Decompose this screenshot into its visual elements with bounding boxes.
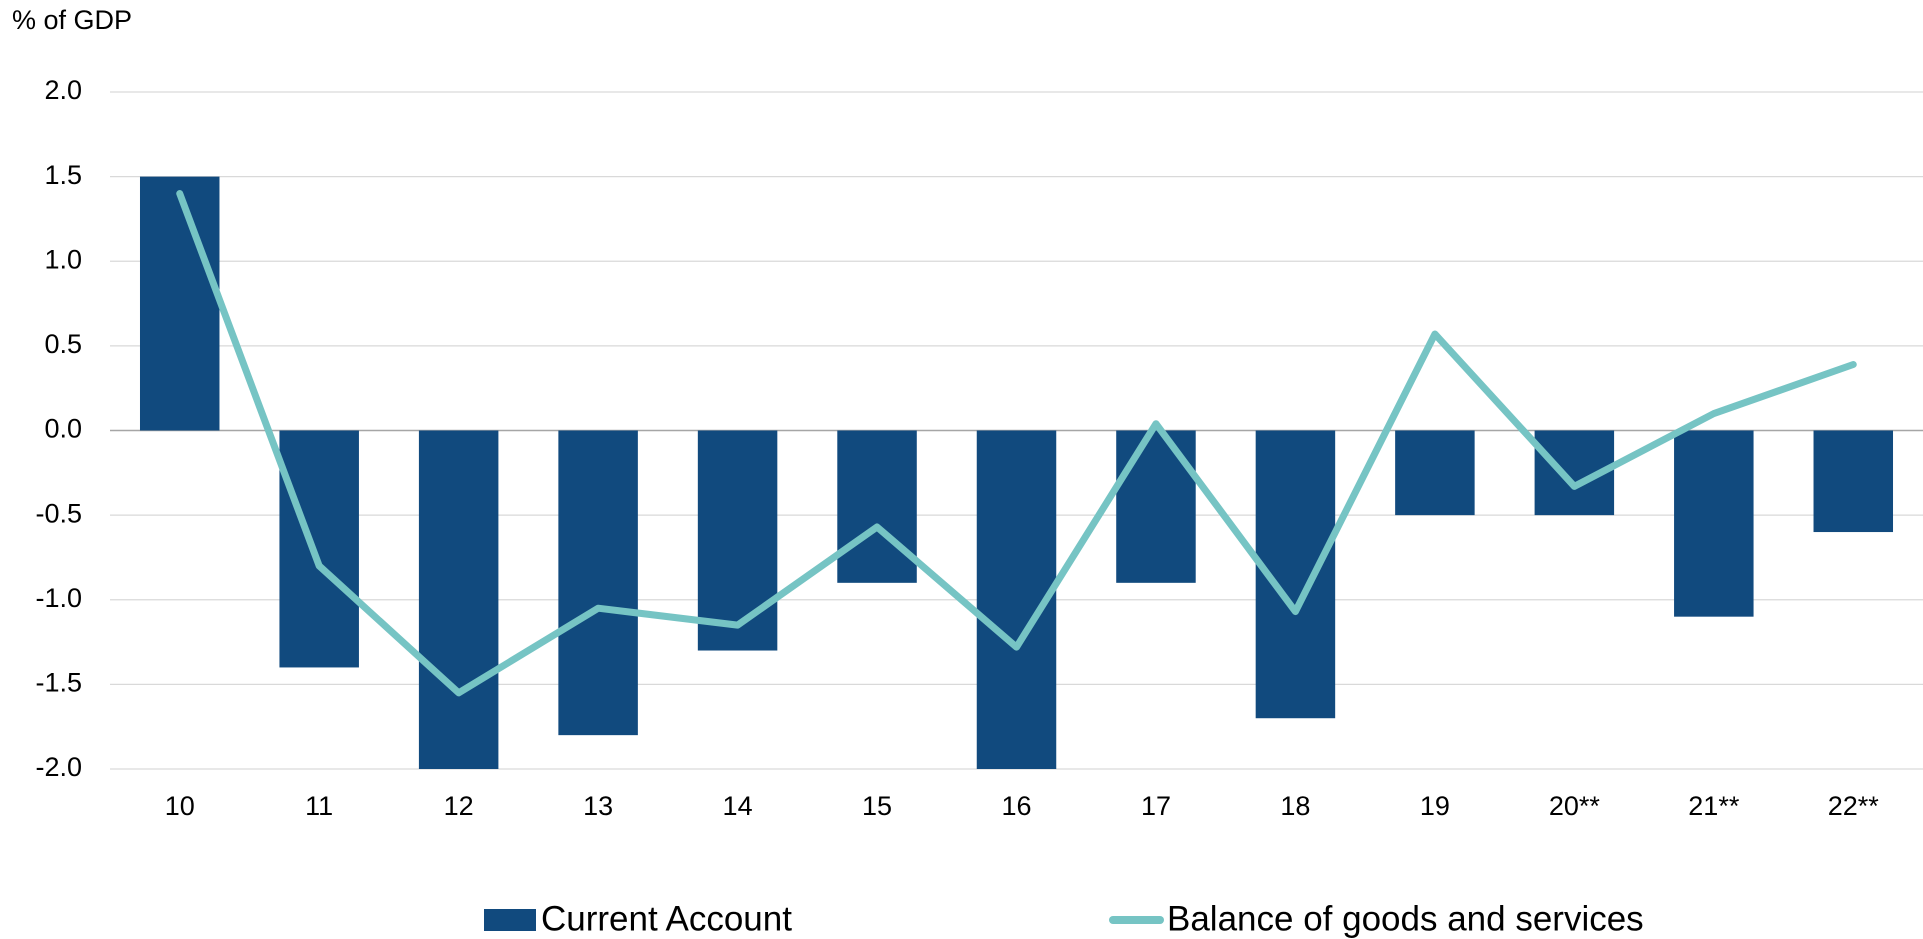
bar [139,176,220,431]
x-tick-label: 16 [1001,791,1031,821]
x-tick-label: 20** [1549,791,1601,821]
bar [837,430,917,583]
x-tick-label: 11 [305,791,333,821]
y-axis-label: % of GDP [12,5,132,35]
y-tick-label: -2.0 [35,752,82,782]
bar [558,430,638,736]
x-tick-label: 17 [1141,791,1171,821]
x-tick-label: 14 [723,791,753,821]
y-tick-label: -1.5 [35,668,82,698]
x-tick-label: 22** [1828,791,1880,821]
x-tick-label: 19 [1420,791,1450,821]
x-tick-label: 21** [1688,791,1740,821]
bar [1813,430,1894,533]
x-tick-label: 18 [1280,791,1310,821]
bar [1395,430,1475,516]
x-tick-label: 12 [444,791,474,821]
y-tick-label: -1.0 [35,583,82,613]
bar [697,430,778,651]
line [176,190,1857,697]
bar [418,430,499,769]
x-tick-label: 13 [583,791,613,821]
y-tick-label: 1.5 [44,160,82,190]
y-tick-label: 2.0 [44,75,82,105]
y-tick-label: -0.5 [35,498,82,528]
x-tick-label: 15 [862,791,892,821]
legend-label: Balance of goods and services [1167,899,1644,938]
legend-swatch [484,909,536,931]
x-tick-label: 10 [165,791,195,821]
y-tick-label: 1.0 [44,244,82,274]
legend-label: Current Account [541,899,792,938]
bar [1116,430,1196,583]
bar [1674,430,1754,617]
bar [279,430,359,668]
y-tick-label: 0.0 [44,414,82,444]
y-tick-label: 0.5 [44,329,82,359]
